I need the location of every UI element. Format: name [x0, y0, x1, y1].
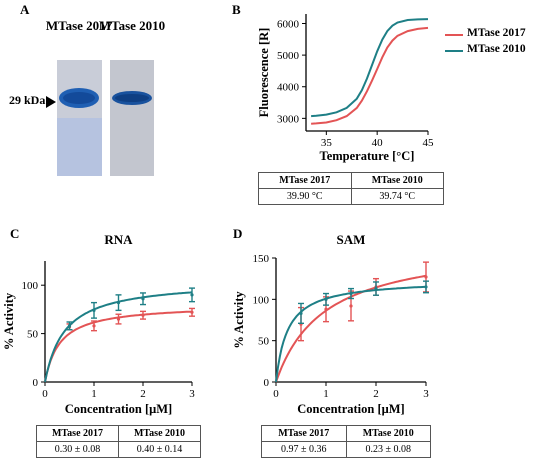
data-point [424, 285, 428, 289]
x-tick-label: 1 [323, 388, 329, 400]
data-point [141, 313, 145, 317]
marker-label: 29 kDa [9, 93, 45, 107]
table-header: MTase 2017 [36, 425, 119, 442]
y-tick-label: 0 [33, 377, 39, 389]
legend-swatch [445, 34, 463, 36]
panel-letter-c: C [10, 226, 20, 241]
x-tick-label: 45 [423, 137, 435, 149]
table-cell: 0.40 ± 0.14 [118, 441, 201, 458]
legend-swatch [445, 50, 463, 52]
x-axis-label: Concentration [μM] [297, 402, 404, 416]
table-cell: 0.97 ± 0.36 [261, 441, 347, 458]
table-row: MTase 2017 MTase 2010 [261, 425, 431, 442]
x-tick-label: 3 [189, 388, 195, 400]
data-point [141, 297, 145, 301]
y-axis-label: % Activity [2, 292, 16, 350]
panel-letter-b: B [232, 2, 241, 17]
data-point [92, 308, 96, 312]
table-b: MTase 2017 MTase 2010 39.90 °C 39.74 °C [258, 172, 444, 205]
table-header: MTase 2017 [258, 172, 352, 189]
x-tick-label: 0 [273, 388, 279, 400]
chart-title: RNA [104, 232, 133, 247]
y-tick-label: 4000 [277, 82, 300, 94]
y-tick-label: 3000 [277, 113, 300, 125]
gel-lane-2 [110, 60, 154, 176]
x-tick-label: 2 [140, 388, 146, 400]
data-point [324, 297, 328, 301]
legend-label: MTase 2010 [467, 43, 526, 55]
table-header: MTase 2010 [118, 425, 201, 442]
y-tick-label: 50 [27, 329, 39, 341]
table-c: MTase 2017 MTase 2010 0.30 ± 0.08 0.40 ±… [36, 425, 201, 458]
x-tick-label: 2 [373, 388, 379, 400]
y-tick-label: 6000 [277, 18, 300, 30]
table-row: MTase 2017 MTase 2010 [258, 172, 444, 189]
x-tick-label: 3 [423, 388, 429, 400]
panel-letter-d: D [233, 226, 243, 241]
table-header: MTase 2017 [261, 425, 347, 442]
gel-image: MTase 2017 MTase 2010 29 kDa [9, 18, 165, 176]
gel-lane-label-2: MTase 2010 [99, 18, 165, 33]
y-tick-label: 100 [253, 294, 270, 306]
x-axis-label: Temperature [°C] [320, 149, 415, 163]
data-point [67, 324, 72, 328]
x-tick-label: 1 [91, 388, 97, 400]
data-point [190, 293, 194, 297]
y-tick-label: 150 [253, 253, 270, 265]
data-point [116, 317, 121, 321]
panel-letter-a: A [20, 2, 30, 17]
table-cell: 0.23 ± 0.08 [345, 441, 431, 458]
x-tick-label: 35 [321, 137, 333, 149]
y-axis-label: % Activity [232, 291, 246, 349]
series-line [311, 26, 429, 125]
table-d: MTase 2017 MTase 2010 0.97 ± 0.36 0.23 ±… [261, 425, 431, 458]
legend-label: MTase 2017 [467, 27, 526, 39]
data-point [349, 291, 353, 296]
x-axis-label: Concentration [μM] [65, 402, 172, 416]
table-row: MTase 2017 MTase 2010 [36, 425, 201, 442]
x-tick-label: 0 [42, 388, 48, 400]
data-point [374, 286, 378, 291]
table-cell: 0.30 ± 0.08 [36, 441, 119, 458]
table-cell: 39.90 °C [258, 188, 352, 205]
y-tick-label: 5000 [277, 50, 300, 62]
data-point [324, 307, 328, 311]
x-tick-label: 40 [372, 137, 384, 149]
data-point [190, 310, 194, 314]
gel-lane-label-1: MTase 2017 [46, 18, 113, 33]
table-row: 0.97 ± 0.36 0.23 ± 0.08 [261, 441, 431, 458]
series-line [311, 18, 429, 118]
y-tick-label: 100 [22, 280, 39, 292]
table-cell: 39.74 °C [350, 188, 444, 205]
table-header: MTase 2010 [345, 425, 431, 442]
y-axis-label: Fluorescence [R] [257, 28, 271, 118]
data-point [424, 275, 428, 279]
data-point [349, 304, 353, 308]
table-header: MTase 2010 [350, 172, 444, 189]
data-point [299, 311, 303, 315]
data-point [116, 301, 121, 305]
table-row: 39.90 °C 39.74 °C [258, 188, 444, 205]
marker-arrow-icon [46, 96, 56, 108]
data-point [92, 324, 96, 328]
y-tick-label: 50 [258, 336, 270, 348]
chart-title: SAM [337, 232, 366, 247]
y-tick-label: 0 [264, 377, 270, 389]
table-row: 0.30 ± 0.08 0.40 ± 0.14 [36, 441, 201, 458]
